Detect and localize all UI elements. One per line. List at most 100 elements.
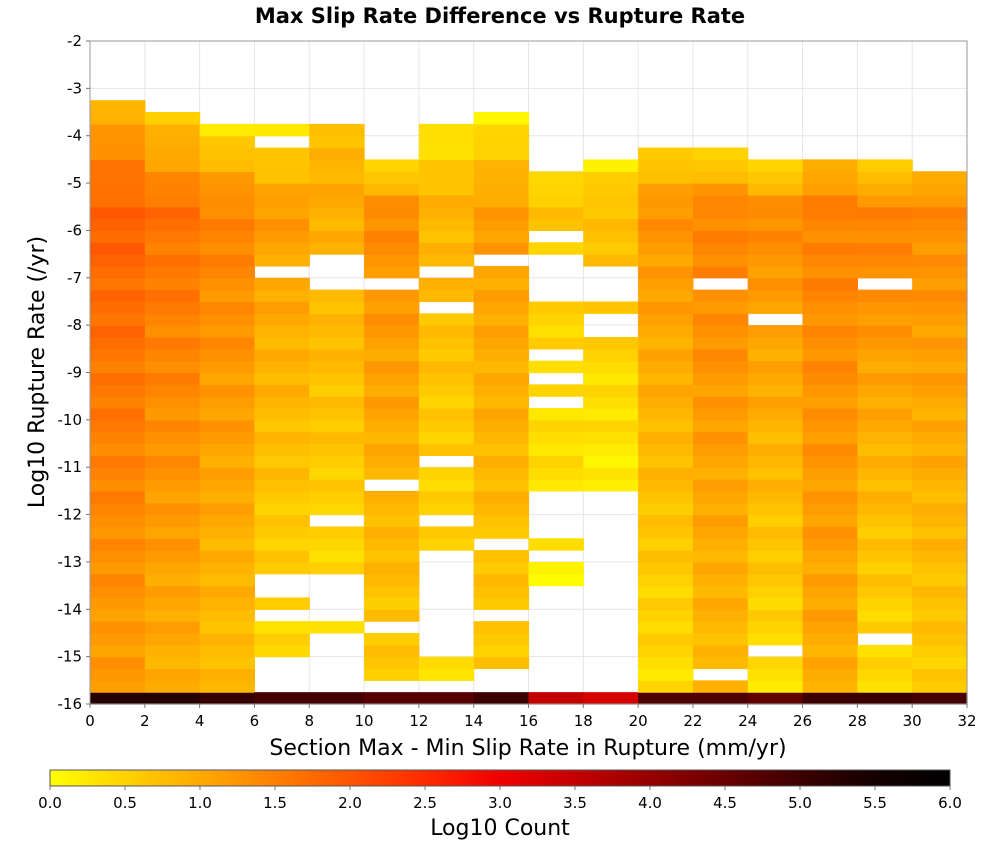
heatmap-cell bbox=[364, 206, 420, 220]
heatmap-cell bbox=[583, 408, 639, 421]
heatmap-cell bbox=[747, 336, 804, 350]
heatmap-cell bbox=[692, 183, 749, 196]
heatmap-cell bbox=[473, 112, 530, 125]
heatmap-cell bbox=[802, 206, 858, 220]
heatmap-cell bbox=[144, 265, 201, 279]
heatmap-cell bbox=[473, 526, 530, 539]
heatmap-cell bbox=[90, 573, 146, 587]
heatmap-cell bbox=[692, 692, 749, 705]
heatmap-cell bbox=[473, 656, 530, 670]
heatmap-cell bbox=[802, 289, 858, 303]
heatmap-cell bbox=[912, 431, 968, 445]
heatmap-cell bbox=[802, 514, 858, 528]
heatmap-cell bbox=[199, 550, 256, 563]
heatmap-cell bbox=[528, 336, 584, 350]
heatmap-cell bbox=[473, 396, 530, 409]
heatmap-cell bbox=[418, 408, 475, 421]
heatmap-cell bbox=[254, 396, 310, 409]
heatmap-cell bbox=[473, 621, 530, 634]
heatmap-cell bbox=[199, 171, 256, 184]
heatmap-cell bbox=[747, 656, 804, 670]
heatmap-cell bbox=[912, 526, 968, 539]
heatmap-cell bbox=[254, 621, 310, 634]
heatmap-cell bbox=[638, 621, 694, 634]
y-tick-label: -3 bbox=[67, 79, 82, 97]
heatmap-cell bbox=[309, 194, 365, 208]
heatmap-cell bbox=[638, 408, 694, 421]
heatmap-cell bbox=[583, 455, 639, 468]
heatmap-cell bbox=[418, 348, 475, 362]
colorbar-tick-label: 5.0 bbox=[788, 794, 812, 812]
heatmap-cell bbox=[90, 585, 146, 599]
heatmap-cell bbox=[802, 408, 858, 421]
heatmap-cell bbox=[364, 360, 420, 374]
heatmap-cell bbox=[90, 360, 146, 374]
heatmap-cell bbox=[912, 467, 968, 480]
heatmap-cell bbox=[90, 218, 146, 232]
heatmap-cell bbox=[254, 431, 310, 445]
heatmap-cell bbox=[692, 597, 749, 610]
heatmap-cell bbox=[90, 656, 146, 670]
heatmap-cell bbox=[364, 573, 420, 587]
heatmap-cell bbox=[692, 360, 749, 374]
heatmap-cell bbox=[418, 313, 475, 326]
y-tick-label: -4 bbox=[67, 127, 82, 145]
heatmap-cell bbox=[802, 384, 858, 397]
heatmap-cell bbox=[90, 301, 146, 314]
heatmap-cell bbox=[692, 206, 749, 220]
heatmap-cell bbox=[747, 692, 804, 705]
heatmap-cell bbox=[802, 455, 858, 468]
colorbar bbox=[49, 769, 951, 787]
heatmap-cell bbox=[473, 336, 530, 350]
heatmap-cell bbox=[912, 479, 968, 492]
heatmap-cell bbox=[473, 561, 530, 575]
heatmap-cell bbox=[857, 502, 913, 516]
heatmap-cell bbox=[90, 265, 146, 279]
heatmap-cell bbox=[144, 431, 201, 445]
heatmap-cell bbox=[692, 408, 749, 421]
heatmap-cell bbox=[692, 325, 749, 338]
heatmap-cell bbox=[418, 372, 475, 385]
heatmap-cell bbox=[692, 479, 749, 492]
heatmap-cell bbox=[90, 277, 146, 291]
colorbar-tick-label: 6.0 bbox=[938, 794, 962, 812]
heatmap-cell bbox=[747, 561, 804, 575]
heatmap-cell bbox=[912, 384, 968, 397]
heatmap-cell bbox=[309, 408, 365, 421]
heatmap-cell bbox=[638, 313, 694, 326]
heatmap-cell bbox=[747, 526, 804, 539]
heatmap-cell bbox=[418, 419, 475, 433]
heatmap-cell bbox=[364, 171, 420, 184]
heatmap-cell bbox=[473, 360, 530, 374]
heatmap-cell bbox=[747, 550, 804, 563]
heatmap-cell bbox=[857, 490, 913, 504]
heatmap-cell bbox=[309, 348, 365, 362]
heatmap-cell bbox=[473, 313, 530, 326]
y-tick-label: -16 bbox=[58, 695, 83, 713]
heatmap-cell bbox=[364, 242, 420, 255]
heatmap-cell bbox=[692, 609, 749, 622]
x-tick-label: 4 bbox=[195, 712, 205, 730]
x-tick-label: 16 bbox=[519, 712, 538, 730]
heatmap-cell bbox=[309, 490, 365, 504]
colorbar-tick-label: 5.5 bbox=[863, 794, 887, 812]
heatmap-cell bbox=[528, 171, 584, 184]
heatmap-cell bbox=[199, 183, 256, 196]
heatmap-cell bbox=[418, 396, 475, 409]
heatmap-cell bbox=[802, 502, 858, 516]
heatmap-cell bbox=[418, 656, 475, 670]
heatmap-cell bbox=[638, 230, 694, 243]
heatmap-cell bbox=[912, 419, 968, 433]
heatmap-cell bbox=[144, 550, 201, 563]
heatmap-cell bbox=[638, 467, 694, 480]
heatmap-cell bbox=[857, 609, 913, 622]
heatmap-cell bbox=[90, 135, 146, 149]
heatmap-cell bbox=[309, 183, 365, 196]
heatmap-cell bbox=[747, 502, 804, 516]
heatmap-cell bbox=[747, 348, 804, 362]
heatmap-cell bbox=[692, 218, 749, 232]
heatmap-cell bbox=[144, 135, 201, 149]
heatmap-cell bbox=[583, 254, 639, 267]
heatmap-cell bbox=[144, 538, 201, 551]
heatmap-cell bbox=[473, 194, 530, 208]
